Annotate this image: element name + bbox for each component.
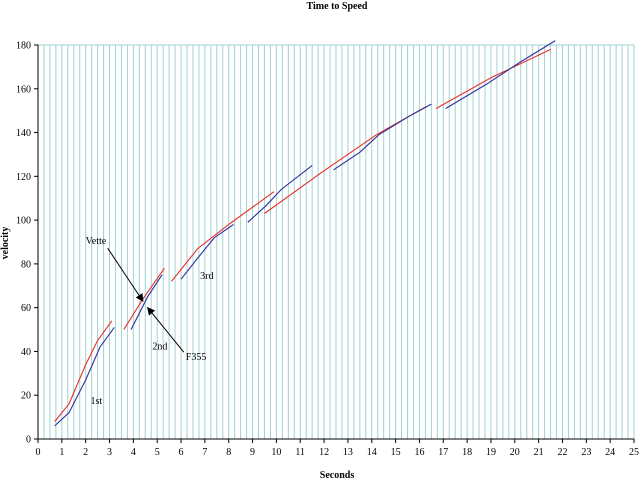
- red-series-gear-segment-3: [171, 191, 275, 282]
- y-tick-label: 100: [16, 216, 31, 227]
- x-tick-label: 10: [271, 447, 281, 458]
- y-tick-label: 180: [16, 41, 31, 52]
- x-tick-label: 12: [319, 447, 329, 458]
- x-tick-label: 9: [250, 447, 255, 458]
- x-tick-label: 16: [414, 447, 424, 458]
- y-tick-label: 140: [16, 128, 31, 139]
- y-tick-label: 160: [16, 84, 31, 95]
- x-tick-label: 1: [59, 447, 64, 458]
- x-tick-label: 4: [131, 447, 136, 458]
- x-tick-label: 6: [179, 447, 184, 458]
- chart-title: Time to Speed: [307, 1, 368, 12]
- x-tick-label: 21: [534, 447, 544, 458]
- x-tick-label: 2: [83, 447, 88, 458]
- x-tick-label: 25: [629, 447, 639, 458]
- y-tick-label: 40: [21, 347, 31, 358]
- annotation-arrow-f355: [147, 306, 185, 353]
- blue-series-gear-segment-3: [180, 224, 234, 280]
- y-tick-label: 80: [21, 259, 31, 270]
- annotation-3rd: 3rd: [200, 271, 213, 282]
- x-axis-label: Seconds: [320, 470, 355, 480]
- y-tick-label: 60: [21, 303, 31, 314]
- y-tick-label: 0: [26, 435, 31, 446]
- blue-series-gear-segment-6: [445, 40, 556, 109]
- x-tick-label: 7: [202, 447, 207, 458]
- tick-labels: 0 1 2 3 4 5 6 7 8 9 10 11 12 13 14 15 16 17 18 19 20 21 22 23 24…: [16, 41, 639, 459]
- x-tick-label: 14: [367, 447, 377, 458]
- axes: [34, 44, 635, 443]
- y-axis-label: velocity: [0, 227, 11, 260]
- x-tick-label: 11: [295, 447, 305, 458]
- y-tick-label: 20: [21, 391, 31, 402]
- x-tick-label: 17: [438, 447, 448, 458]
- x-tick-label: 3: [107, 447, 112, 458]
- x-tick-label: 13: [343, 447, 353, 458]
- x-tick-label: 0: [36, 447, 41, 458]
- x-tick-label: 24: [605, 447, 615, 458]
- annotation-f355: F355: [186, 352, 207, 363]
- blue-series-gear-segment-5: [333, 103, 432, 171]
- annotation-arrow-vette: [107, 247, 144, 302]
- blue-series-gear-segment-4: [247, 164, 313, 223]
- x-tick-label: 5: [155, 447, 160, 458]
- annotation-vette: Vette: [86, 236, 107, 247]
- red-series-gear-segment-5: [435, 48, 551, 109]
- x-tick-label: 23: [581, 447, 591, 458]
- series-lines: [54, 40, 556, 427]
- annotation-1st: 1st: [90, 396, 102, 407]
- x-tick-label: 20: [510, 447, 520, 458]
- x-tick-label: 18: [462, 447, 472, 458]
- blue-series-gear-segment-1: [54, 327, 115, 427]
- x-tick-label: 8: [226, 447, 231, 458]
- red-series-gear-segment-1: [54, 320, 113, 422]
- x-tick-label: 22: [557, 447, 567, 458]
- annotations: Vette F355 1st 2nd 3rd: [86, 236, 214, 407]
- grid-lines: [38, 44, 635, 439]
- y-tick-label: 120: [16, 172, 31, 183]
- x-tick-label: 15: [391, 447, 401, 458]
- x-tick-label: 19: [486, 447, 496, 458]
- blue-series-gear-segment-2: [130, 274, 163, 330]
- annotation-2nd: 2nd: [152, 341, 167, 352]
